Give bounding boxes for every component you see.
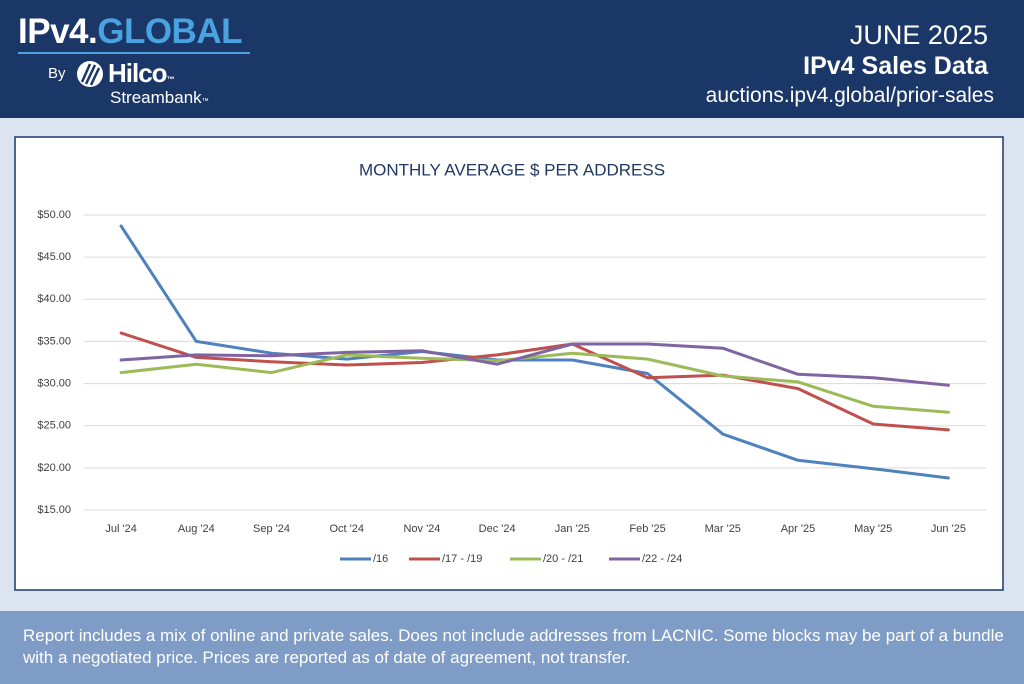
footer: Report includes a mix of online and priv… [0,611,1024,684]
legend-label: /20 - /21 [543,553,583,565]
x-tick-label: Dec '24 [479,523,516,535]
y-tick-label: $50.00 [37,209,71,221]
brand: Hilco™ [108,58,175,89]
x-tick-label: May '25 [854,523,892,535]
y-tick-label: $40.00 [37,293,71,305]
y-tick-label: $45.00 [37,251,71,263]
y-tick-label: $15.00 [37,504,71,516]
legend-label: /16 [373,553,388,565]
logo: IPv4.GLOBAL [18,12,242,52]
header: IPv4.GLOBAL By Hilco™ Streambank™ JUNE 2… [0,0,1024,118]
y-tick-label: $35.00 [37,335,71,347]
brand-sub: Streambank™ [110,88,209,108]
trademark: ™ [166,75,175,84]
x-tick-label: Nov '24 [403,523,440,535]
brand-icon [77,61,103,87]
legend-label: /22 - /24 [642,553,682,565]
logo-by: By [48,65,66,82]
x-tick-label: Sep '24 [253,523,290,535]
brand-name: Hilco [108,58,168,88]
logo-rule [18,52,250,54]
y-tick-label: $30.00 [37,377,71,389]
series-line [119,342,950,387]
x-tick-label: Jun '25 [931,523,966,535]
report-title: IPv4 Sales Data [803,52,988,80]
logo-part: IPv4. [18,12,98,51]
y-tick-label: $25.00 [37,420,71,432]
brand-sub-name: Streambank [110,88,202,107]
footer-note: Report includes a mix of online and priv… [23,626,1004,667]
chart-title: MONTHLY AVERAGE $ PER ADDRESS [359,160,665,179]
x-tick-label: Jan '25 [555,523,590,535]
chart-frame [14,136,1004,591]
x-tick-label: Apr '25 [781,523,816,535]
series-line [119,331,950,432]
x-tick-label: Mar '25 [705,523,741,535]
series-line [119,224,950,480]
report-date: JUNE 2025 [849,20,988,50]
x-tick-label: Feb '25 [629,523,665,535]
logo-part: GLOBAL [97,12,242,51]
series-line [119,351,950,414]
trademark: ™ [201,98,209,105]
x-tick-label: Aug '24 [178,523,215,535]
x-tick-label: Oct '24 [329,523,364,535]
legend-label: /17 - /19 [442,553,482,565]
x-tick-label: Jul '24 [105,523,136,535]
report-url: auctions.ipv4.global/prior-sales [705,84,994,107]
y-tick-label: $20.00 [37,462,71,474]
